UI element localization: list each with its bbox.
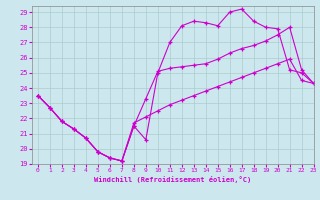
X-axis label: Windchill (Refroidissement éolien,°C): Windchill (Refroidissement éolien,°C) (94, 176, 252, 183)
